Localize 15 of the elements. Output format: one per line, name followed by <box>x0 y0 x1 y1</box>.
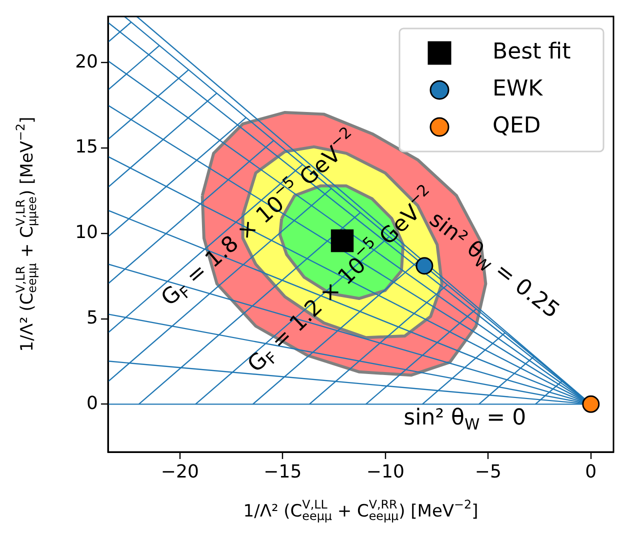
text: 1/Λ² (CV,LReeμμ + CV,LRμμee) [MeV−2] <box>13 116 40 352</box>
legend-label: EWK <box>492 76 544 102</box>
x-tick-label: −20 <box>160 461 199 482</box>
x-tick-label: −15 <box>264 461 302 482</box>
annotation: sin² θW = 0.25 <box>424 207 564 324</box>
y-tick-label: 5 <box>86 307 98 328</box>
y-tick-label: 15 <box>75 136 98 158</box>
x-tick-label: −5 <box>474 461 502 482</box>
x-tick-label: −10 <box>366 461 404 482</box>
y-tick-label: 20 <box>75 51 98 72</box>
legend-label: QED <box>492 114 541 139</box>
y-tick-label: 0 <box>86 392 98 414</box>
y-tick-label: 10 <box>75 222 98 244</box>
x-tick-label: 0 <box>585 461 597 482</box>
legend-label: Best fit <box>492 40 572 65</box>
